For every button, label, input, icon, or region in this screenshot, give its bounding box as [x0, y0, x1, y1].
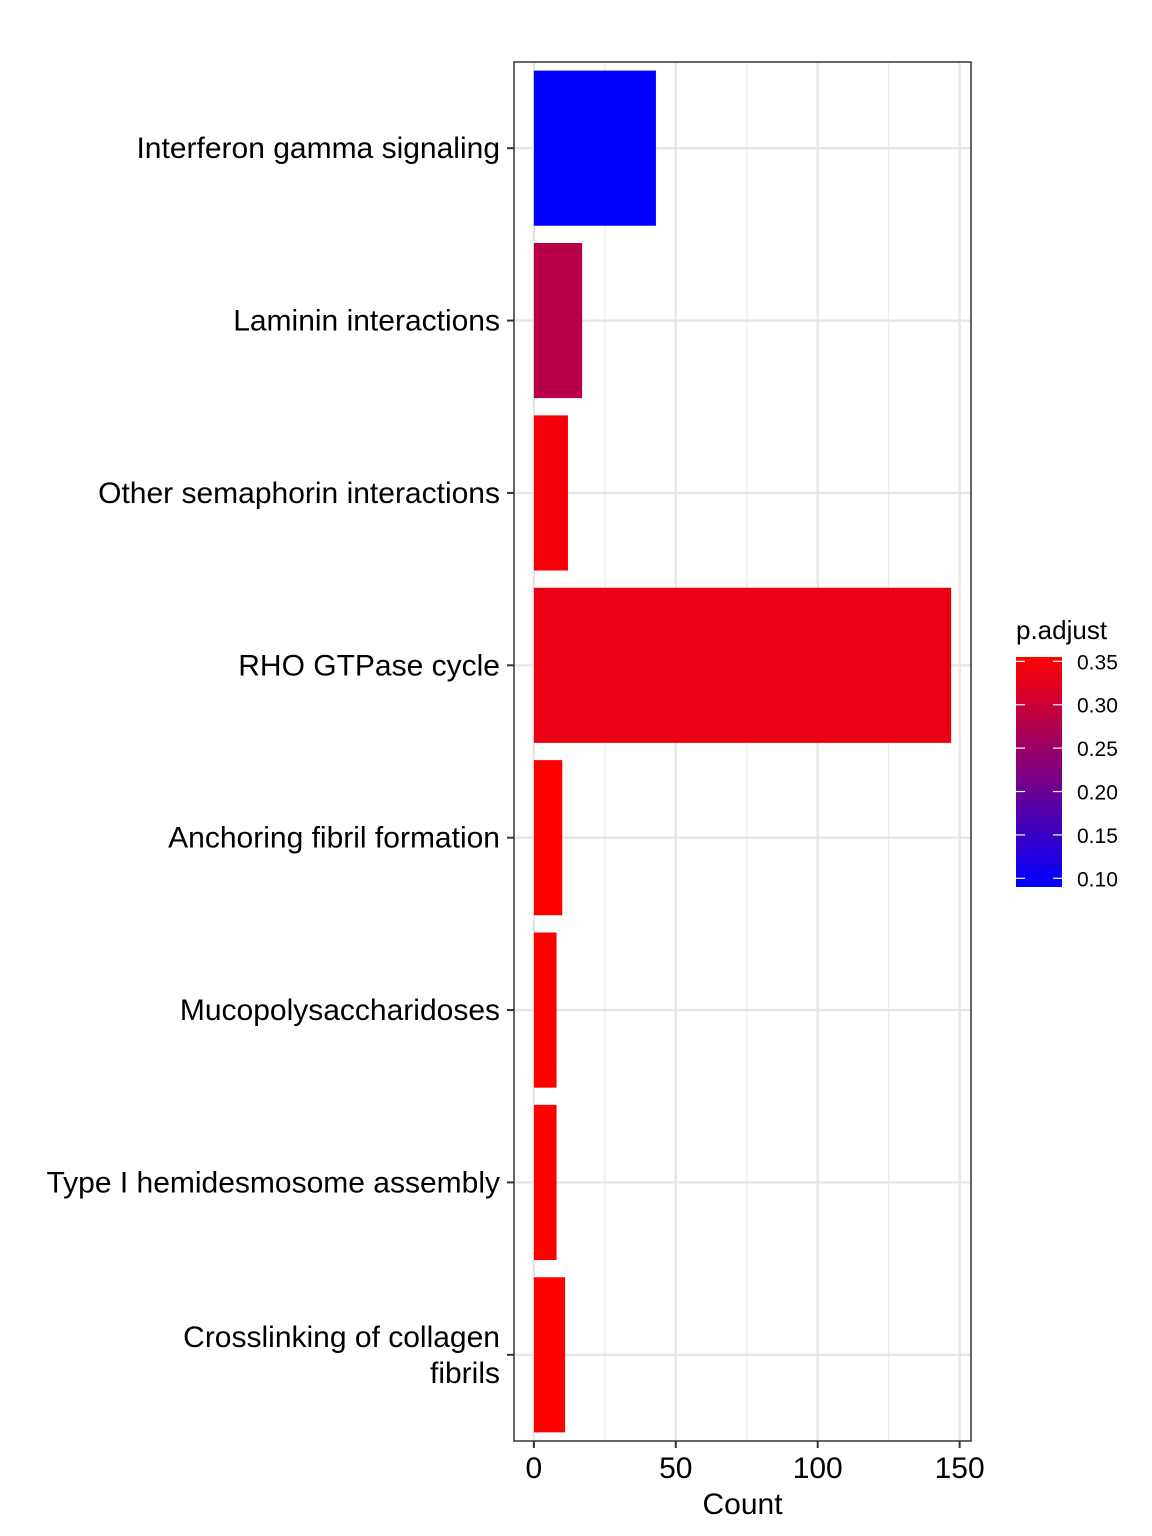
legend-ticks: 0.35 0.30 0.25 0.20 0.15 0.10	[1016, 651, 1118, 891]
category-label: Type I hemidesmosome assembly	[46, 1166, 500, 1199]
x-tick-label: 150	[935, 1452, 985, 1485]
legend-tick-label: 0.30	[1077, 695, 1118, 718]
category-label: Other semaphorin interactions	[98, 477, 500, 510]
legend-colorbar	[1016, 657, 1062, 887]
y-axis: Interferon gamma signaling Laminin intera…	[46, 132, 514, 1390]
category-label: Mucopolysaccharidoses	[180, 994, 500, 1027]
x-tick-label: 0	[526, 1452, 543, 1485]
grid-minor	[604, 62, 890, 1441]
legend-tick-label: 0.20	[1077, 782, 1118, 805]
category-label: Interferon gamma signaling	[136, 132, 500, 165]
category-label: Crosslinking of collagen fibrils	[183, 1321, 500, 1390]
x-axis: 0 50 100 150	[526, 1441, 985, 1485]
bar	[533, 587, 952, 743]
x-tick-label: 100	[793, 1452, 843, 1485]
legend-tick-label: 0.15	[1077, 825, 1118, 848]
bar	[533, 1104, 557, 1261]
x-axis-title: Count	[702, 1488, 783, 1521]
bar	[533, 242, 583, 399]
x-tick-label: 50	[659, 1452, 692, 1485]
legend: p.adjust 0.35 0.30 0.25 0.20 0.15 0.10	[1016, 615, 1118, 891]
category-label: Laminin interactions	[233, 305, 500, 338]
bar	[533, 760, 563, 916]
bar	[533, 70, 656, 226]
legend-tick-label: 0.35	[1077, 651, 1118, 674]
legend-title: p.adjust	[1016, 615, 1108, 645]
category-label: RHO GTPase cycle	[238, 649, 500, 682]
legend-tick-label: 0.25	[1077, 738, 1118, 761]
bar	[533, 1277, 566, 1433]
plot-panel	[514, 62, 971, 1441]
legend-tick-label: 0.10	[1077, 868, 1118, 891]
plot-border	[513, 61, 972, 1442]
bar	[533, 932, 557, 1088]
bar	[533, 415, 568, 571]
category-label: Anchoring fibril formation	[168, 822, 500, 855]
bars	[533, 70, 952, 1433]
